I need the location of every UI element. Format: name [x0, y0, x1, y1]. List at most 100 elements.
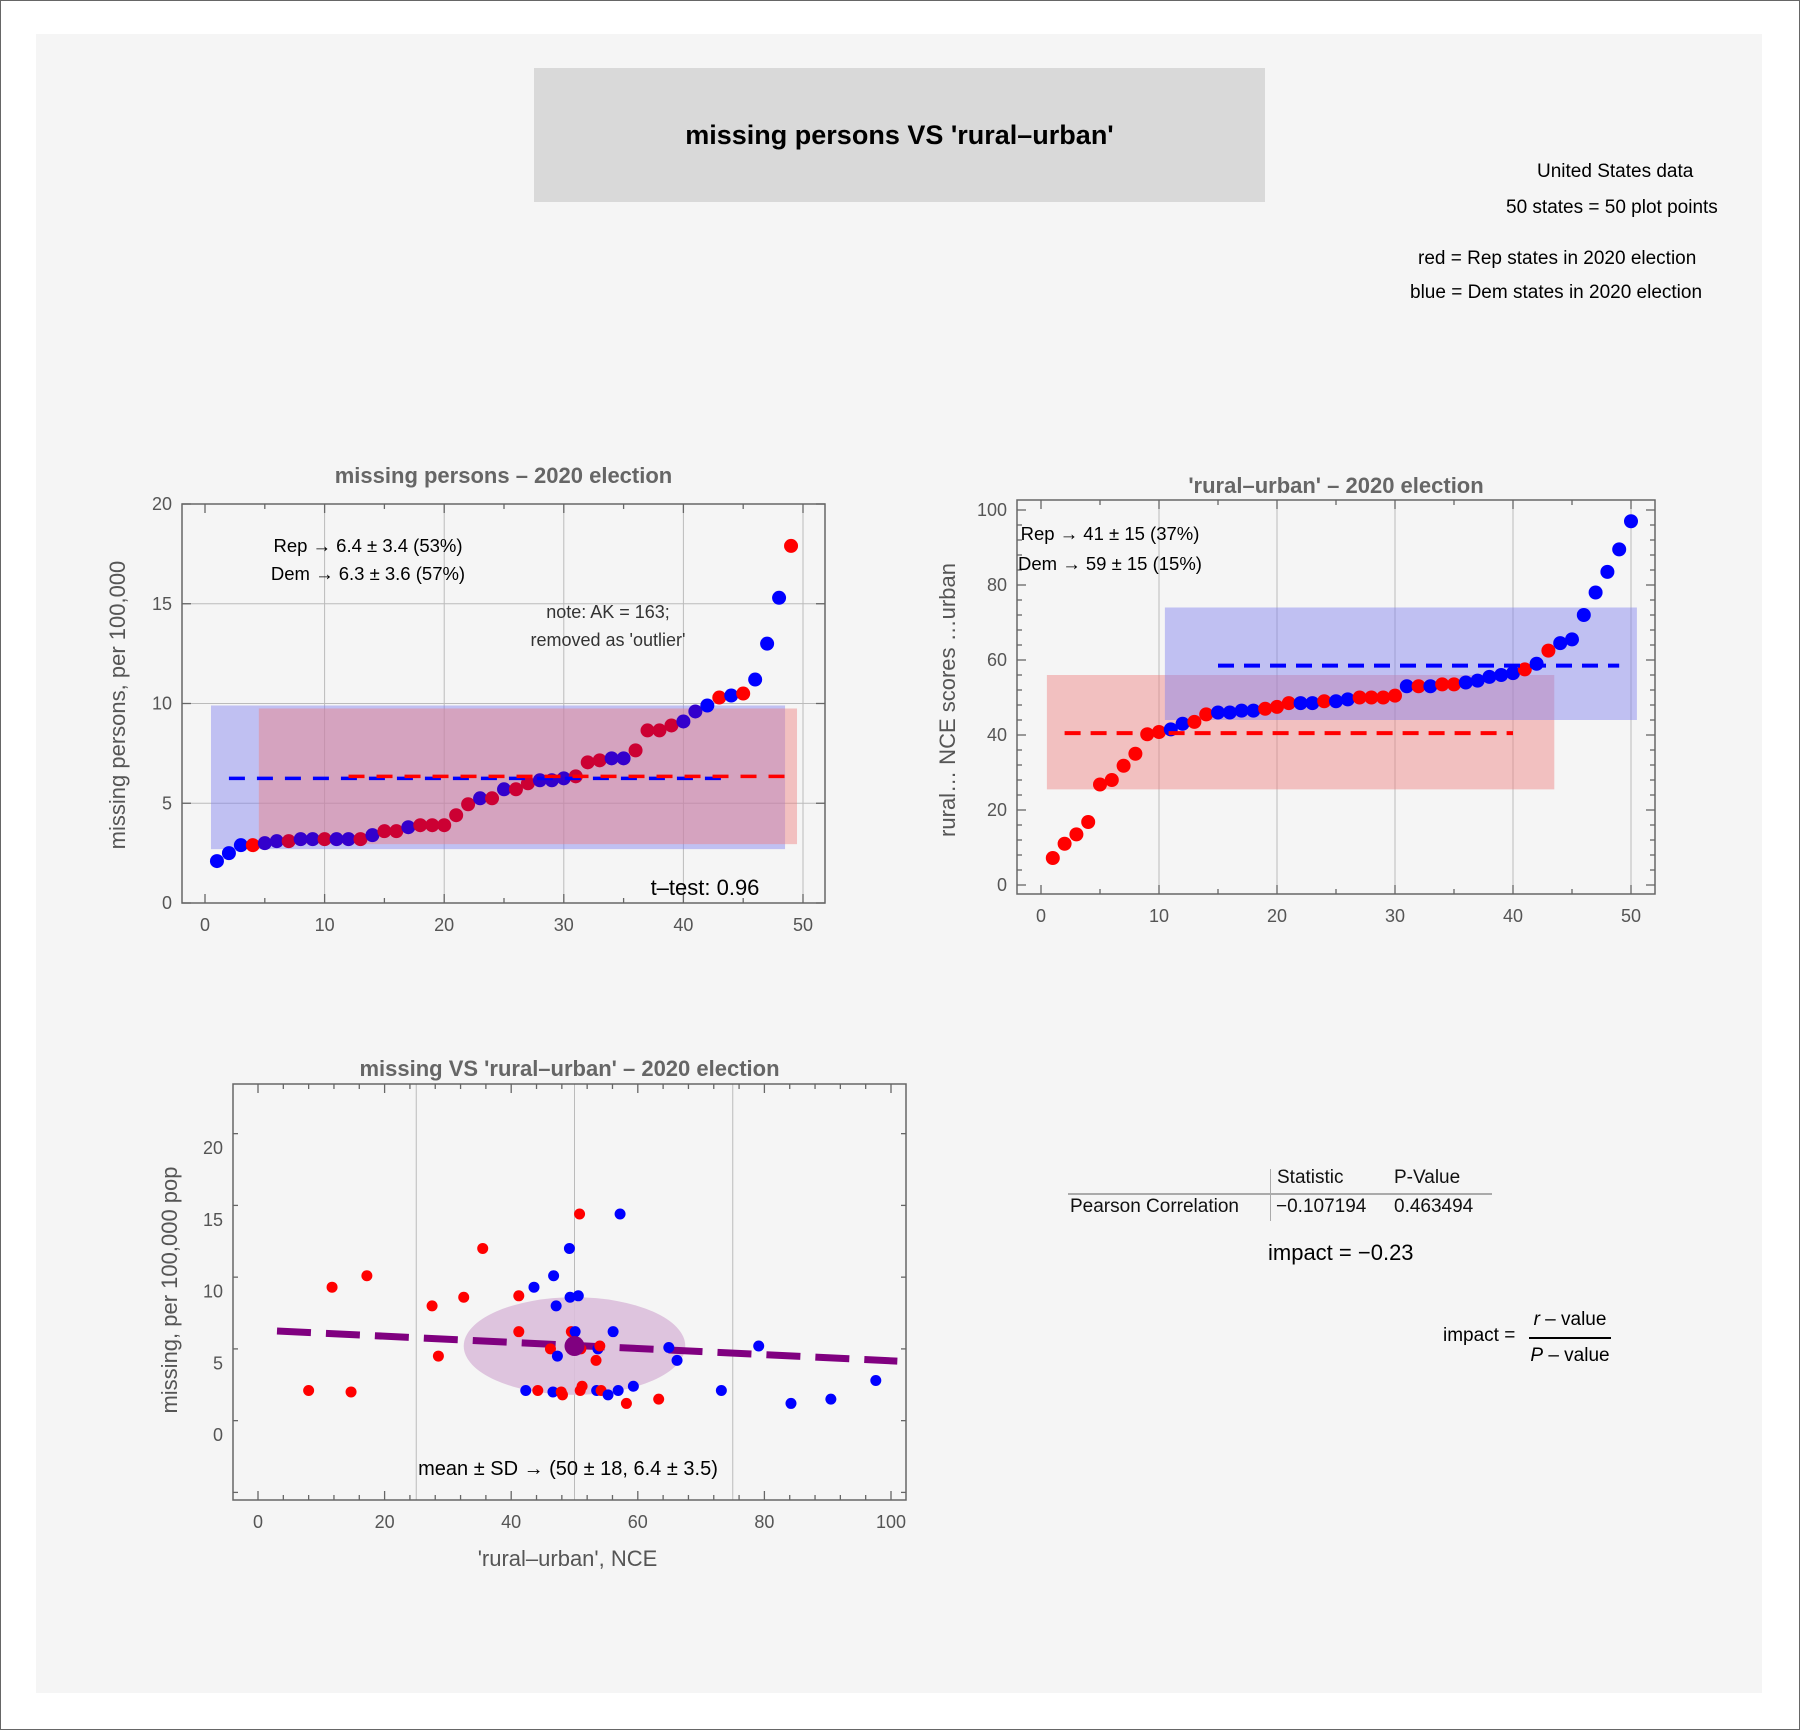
missing-vs-rural-urban-point-dem: [572, 1290, 584, 1302]
missing-persons-sorted-x-tick-label: 0: [200, 915, 210, 935]
missing-vs-rural-urban-point-dem: [602, 1389, 614, 1401]
rural-urban-sorted-point-rep: [1352, 690, 1367, 705]
missing-vs-rural-urban-annotation: mean ± SD → (50 ± 18, 6.4 ± 3.5): [418, 1458, 718, 1480]
missing-persons-sorted-x-tick-label: 10: [315, 915, 335, 935]
rural-urban-sorted-point-dem: [1423, 679, 1438, 694]
rural-urban-sorted-point-rep: [1057, 836, 1072, 851]
missing-persons-sorted-point-rep: [580, 755, 595, 770]
missing-persons-sorted-point-dem: [724, 688, 739, 703]
missing-persons-sorted-point-rep: [245, 838, 260, 853]
missing-vs-rural-urban-point-dem: [551, 1350, 563, 1362]
missing-vs-rural-urban-x-tick-label: 40: [501, 1512, 521, 1532]
rural-urban-sorted-point-dem: [1329, 694, 1343, 709]
note-red-legend: red = Rep states in 2020 election: [1418, 248, 1697, 269]
rural-urban-sorted-x-tick-label: 0: [1036, 906, 1046, 926]
rural-urban-sorted-point-rep: [1199, 707, 1214, 722]
note-50-states: 50 states = 50 plot points: [1506, 197, 1718, 218]
missing-vs-rural-urban-y-axis-label: missing, per 100,000 pop: [157, 1166, 182, 1413]
missing-persons-sorted-point-rep: [508, 782, 523, 797]
page-title-box: missing persons VS 'rural–urban': [534, 68, 1265, 202]
missing-persons-sorted-point-dem: [473, 791, 488, 806]
rural-urban-sorted-point-rep: [1104, 773, 1119, 787]
missing-persons-sorted-point-rep: [353, 832, 368, 847]
rural-urban-sorted-point-dem: [1494, 668, 1509, 682]
missing-persons-sorted-point-dem: [604, 751, 619, 766]
missing-persons-sorted-point-rep: [784, 538, 799, 553]
missing-vs-rural-urban-point-dem: [528, 1281, 540, 1293]
missing-persons-sorted-point-rep: [425, 818, 440, 833]
rural-urban-sorted-point-dem: [1600, 564, 1615, 579]
missing-persons-sorted-point-dem: [497, 782, 511, 797]
missing-persons-sorted-ttest-label: t–test: 0.96: [651, 875, 760, 900]
missing-vs-rural-urban-point-dem: [627, 1380, 639, 1392]
missing-vs-rural-urban-point-dem: [715, 1385, 727, 1397]
missing-vs-rural-urban-point-dem: [753, 1340, 765, 1352]
missing-vs-rural-urban-point-dem: [825, 1393, 837, 1405]
note-us-data: United States data: [1537, 161, 1694, 182]
rural-urban-sorted-x-tick-label: 10: [1149, 906, 1169, 926]
rural-urban-sorted-y-tick-label: 60: [987, 650, 1007, 670]
rural-urban-sorted-point-dem: [1624, 514, 1638, 529]
formula-denominator: P – value: [1529, 1345, 1611, 1367]
missing-persons-sorted-point-rep: [281, 834, 296, 849]
rural-urban-sorted-point-dem: [1340, 692, 1355, 707]
table-header-statistic: Statistic: [1277, 1167, 1344, 1188]
rural-urban-sorted-point-rep: [1270, 699, 1284, 714]
rural-urban-sorted-point-rep: [1187, 714, 1202, 729]
missing-vs-rural-urban-x-tick-label: 20: [375, 1512, 395, 1532]
missing-persons-sorted-point-dem: [688, 704, 703, 719]
rural-urban-sorted-point-rep: [1152, 725, 1166, 739]
rural-urban-sorted-point-dem: [1399, 679, 1414, 694]
rural-urban-sorted-point-rep: [1376, 690, 1391, 705]
rural-urban-sorted-point-dem: [1234, 703, 1249, 718]
missing-vs-rural-urban-point-dem: [520, 1385, 532, 1397]
rural-urban-sorted-y-tick-label: 40: [987, 725, 1007, 745]
missing-persons-sorted-x-tick-label: 50: [793, 915, 813, 935]
missing-persons-sorted-point-dem: [233, 838, 248, 853]
missing-persons-sorted-point-rep: [317, 832, 332, 847]
missing-persons-sorted-y-tick-label: 0: [162, 893, 172, 913]
missing-vs-rural-urban-y-tick-label: 5: [213, 1353, 223, 1373]
missing-vs-rural-urban-point-dem: [564, 1291, 576, 1303]
table-header-pvalue: P-Value: [1394, 1167, 1461, 1188]
missing-vs-rural-urban-point-dem: [663, 1341, 675, 1353]
missing-persons-sorted-point-dem: [401, 820, 416, 835]
rural-urban-sorted-point-rep: [1435, 677, 1450, 692]
rural-urban-sorted-point-dem: [1293, 696, 1308, 711]
rural-urban-sorted-point-dem: [1612, 542, 1627, 557]
missing-vs-rural-urban-point-rep: [361, 1270, 373, 1282]
rural-urban-sorted-point-dem: [1470, 673, 1485, 688]
missing-persons-sorted-point-dem: [329, 832, 344, 847]
missing-persons-sorted-point-rep: [389, 824, 404, 839]
rural-urban-sorted-annotation: Rep → 41 ± 15 (37%): [1021, 523, 1200, 544]
missing-persons-sorted-point-dem: [305, 832, 320, 847]
missing-vs-rural-urban-point-dem: [550, 1300, 562, 1312]
rural-urban-sorted-point-dem: [1576, 608, 1591, 622]
missing-vs-rural-urban-point-rep: [326, 1281, 338, 1293]
missing-persons-sorted-x-tick-label: 40: [673, 915, 693, 935]
rural-urban-sorted-annotation: Dem → 59 ± 15 (15%): [1018, 553, 1202, 574]
missing-vs-rural-urban-point-rep: [653, 1393, 665, 1405]
missing-vs-rural-urban-point-rep: [513, 1290, 525, 1302]
missing-persons-sorted-point-rep: [377, 824, 392, 839]
table-statistic-value: −0.107194: [1276, 1196, 1367, 1217]
missing-persons-sorted-annotation: note: AK = 163;: [546, 602, 670, 622]
missing-vs-rural-urban-point-rep: [477, 1242, 489, 1254]
missing-persons-sorted-point-rep: [592, 753, 607, 768]
missing-vs-rural-urban-point-dem: [612, 1385, 624, 1397]
missing-vs-rural-urban-point-rep: [590, 1354, 602, 1366]
rural-urban-sorted-point-dem: [1506, 666, 1520, 681]
missing-persons-sorted-y-tick-label: 15: [152, 594, 172, 614]
missing-persons-sorted-annotation: removed as 'outlier': [531, 630, 686, 650]
missing-vs-rural-urban-point-rep: [426, 1300, 438, 1312]
missing-persons-sorted-point-dem: [221, 846, 236, 861]
formula-den-text: – value: [1543, 1345, 1610, 1366]
rural-urban-sorted-point-dem: [1246, 703, 1261, 718]
rural-urban-sorted-y-tick-label: 80: [987, 575, 1007, 595]
rural-urban-sorted-point-rep: [1045, 851, 1060, 865]
missing-vs-rural-urban-y-tick-label: 10: [203, 1282, 223, 1302]
missing-persons-sorted-x-tick-label: 20: [434, 915, 454, 935]
missing-vs-rural-urban-title: missing VS 'rural–urban' – 2020 election: [359, 1056, 779, 1081]
page-title: missing persons VS 'rural–urban': [685, 119, 1114, 150]
